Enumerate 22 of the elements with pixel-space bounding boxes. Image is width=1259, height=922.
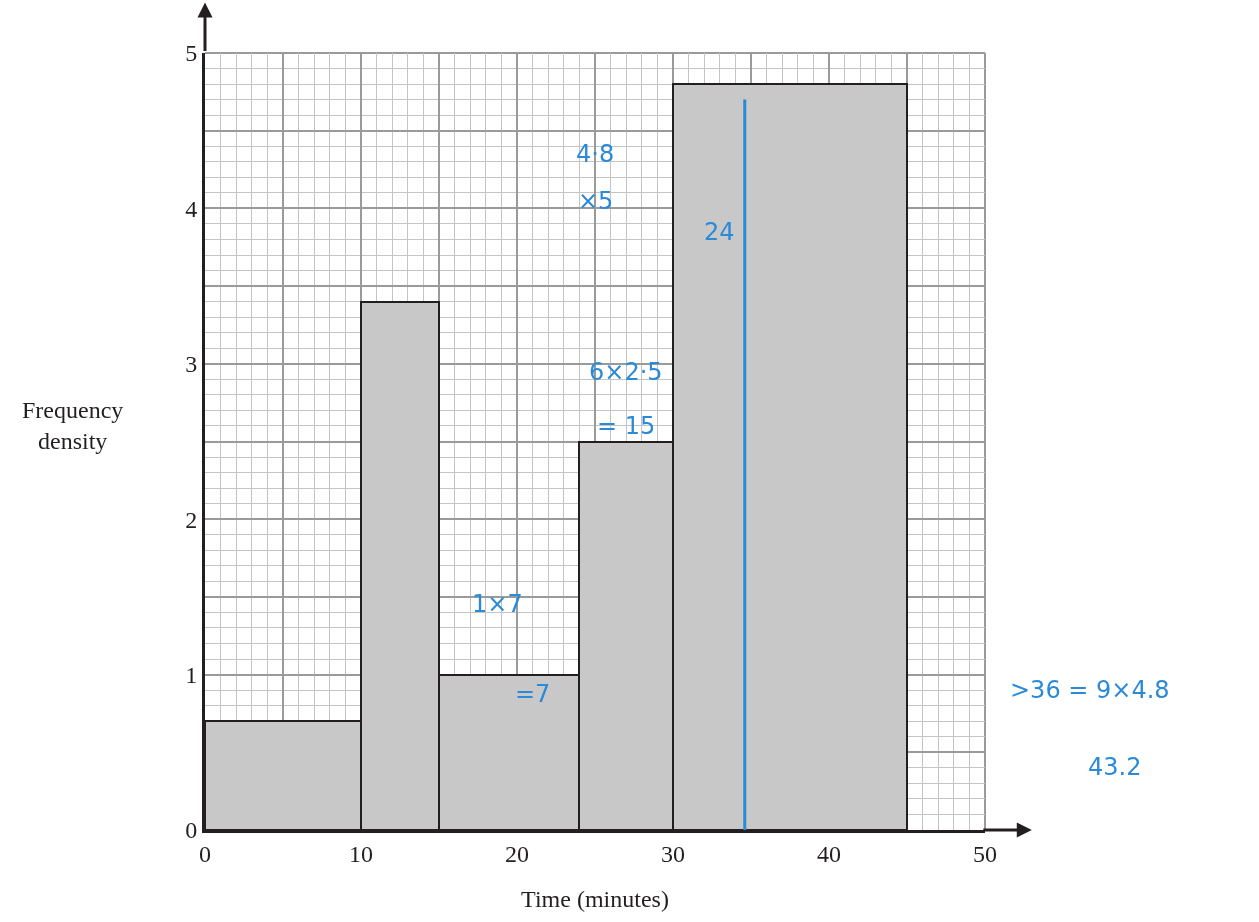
y-tick-label: 4 <box>185 195 198 222</box>
text: 43.2 <box>1088 753 1142 781</box>
x-tick-label: 50 <box>973 840 997 867</box>
y-axis-title: Frequency density <box>22 397 124 455</box>
text: >36 = 9×4.8 <box>1010 676 1170 704</box>
x-tick-label: 20 <box>505 840 529 867</box>
x-axis-title: Time (minutes) <box>521 886 669 913</box>
y-tick-label: 5 <box>185 40 198 67</box>
annotation: ×5 <box>578 187 614 215</box>
x-tick-label: 40 <box>817 840 841 867</box>
x-tick-label: 30 <box>661 840 685 867</box>
annotation: = 15 <box>597 412 656 440</box>
y-tick-label: 1 <box>185 662 198 688</box>
annotation: 4·8 <box>576 140 615 168</box>
y-tick-label: 3 <box>185 351 198 378</box>
y-tick-label: 0 <box>185 817 198 844</box>
y-tick-label: 2 <box>185 506 198 533</box>
annotation: =7 <box>515 680 551 708</box>
x-tick-label: 10 <box>349 840 373 867</box>
annotation: 1×7 <box>472 590 523 618</box>
annotation: 6×2·5 <box>589 358 663 386</box>
annotation: 24 <box>704 218 735 246</box>
